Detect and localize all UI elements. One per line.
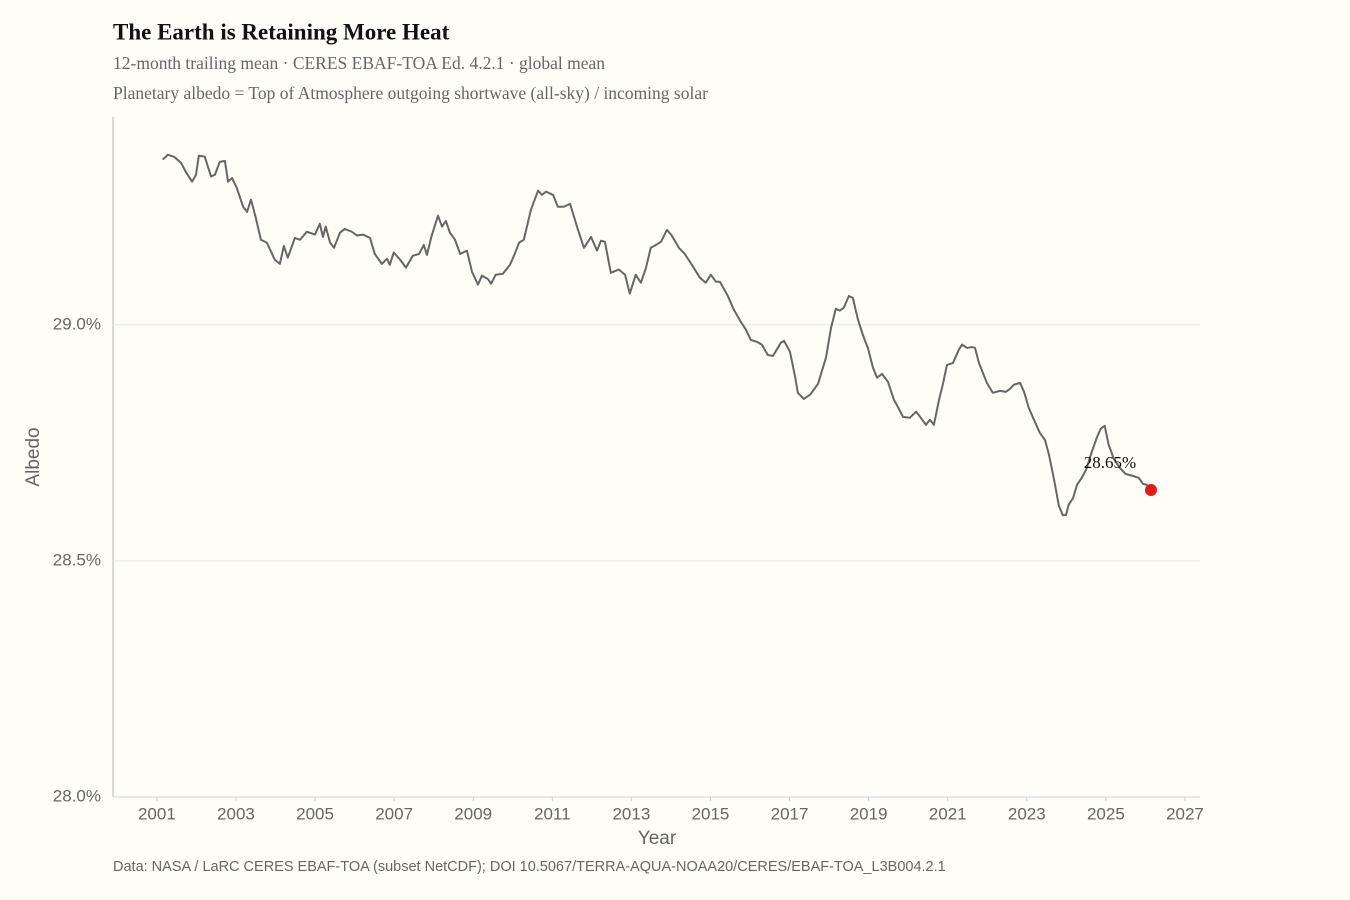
x-axis-title: Year (638, 828, 677, 849)
x-tick-label: 2005 (296, 804, 334, 823)
x-tick-label: 2007 (375, 804, 413, 823)
y-tick-label: 28.5% (53, 550, 101, 569)
y-tick-label: 28.0% (53, 786, 101, 805)
x-tick-label: 2023 (1008, 804, 1046, 823)
x-tick-label: 2013 (612, 804, 650, 823)
x-tick-label: 2003 (217, 804, 255, 823)
y-axis-title: Albedo (23, 427, 44, 486)
x-tick-label: 2025 (1087, 804, 1125, 823)
x-tick-label: 2027 (1166, 804, 1204, 823)
chart-title: The Earth is Retaining More Heat (113, 19, 450, 44)
x-tick-label: 2015 (692, 804, 730, 823)
annotation-label: 28.65% (1084, 453, 1136, 472)
data-line (162, 153, 1152, 517)
x-tick-label: 2001 (138, 804, 176, 823)
x-tick-label: 2009 (454, 804, 492, 823)
x-tick-label: 2017 (771, 804, 809, 823)
y-tick-label: 29.0% (53, 314, 101, 333)
x-tick-label: 2019 (850, 804, 888, 823)
chart-subtitle: 12-month trailing mean · CERES EBAF-TOA … (113, 53, 605, 73)
x-tick-label: 2011 (534, 804, 571, 823)
highlight-point (1144, 484, 1157, 497)
chart-subtitle: Planetary albedo = Top of Atmosphere out… (113, 83, 708, 103)
source-note: Data: NASA / LaRC CERES EBAF-TOA (subset… (113, 859, 946, 875)
x-tick-label: 2021 (929, 804, 967, 823)
